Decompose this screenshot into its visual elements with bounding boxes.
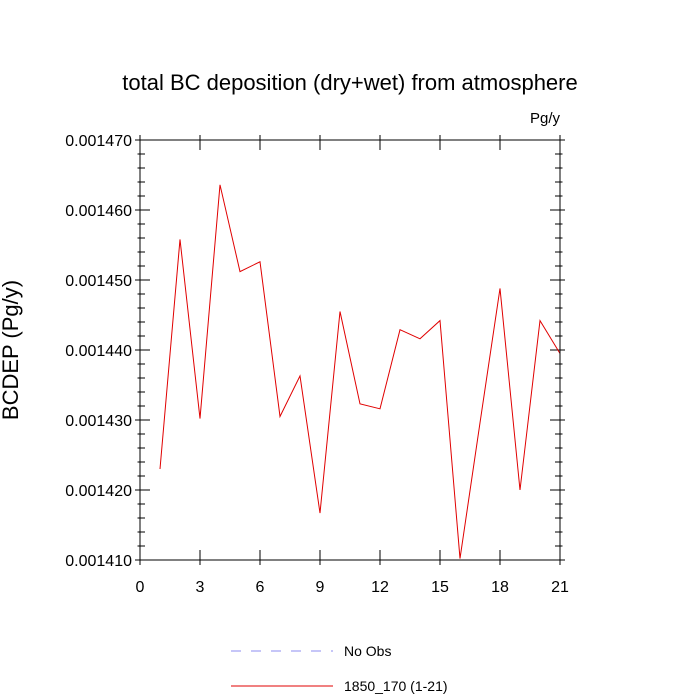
x-tick-label: 18 xyxy=(491,579,509,596)
series-line xyxy=(159,184,561,559)
y-tick-label: 0.001420 xyxy=(65,483,132,500)
axis-ticks xyxy=(135,135,565,565)
plot-frame xyxy=(139,139,561,561)
y-tick-label: 0.001470 xyxy=(65,133,132,150)
y-tick-label: 0.001430 xyxy=(65,413,132,430)
y-tick-label: 0.001460 xyxy=(65,203,132,220)
units-label: Pg/y xyxy=(530,110,561,127)
y-tick-label: 0.001410 xyxy=(65,553,132,570)
x-tick-label: 0 xyxy=(136,579,145,596)
x-tick-label: 21 xyxy=(551,579,569,596)
x-tick-label: 6 xyxy=(256,579,265,596)
x-tick-label: 3 xyxy=(196,579,205,596)
chart-title: total BC deposition (dry+wet) from atmos… xyxy=(122,70,577,95)
y-tick-label: 0.001440 xyxy=(65,343,132,360)
series-lines xyxy=(159,184,561,559)
x-tick-label: 15 xyxy=(431,579,449,596)
x-tick-labels: 0 3 6 9 12 15 18 21 xyxy=(136,579,569,596)
legend-label: 1850_170 (1-21) xyxy=(344,678,448,694)
y-tick-labels: 0.001410 0.001420 0.001430 0.001440 0.001450… xyxy=(65,133,132,570)
x-tick-label: 9 xyxy=(316,579,325,596)
y-tick-label: 0.001450 xyxy=(65,273,132,290)
x-tick-label: 12 xyxy=(371,579,389,596)
legend-label: No Obs xyxy=(344,643,391,659)
legend: No Obs 1850_170 (1-21) xyxy=(231,643,448,694)
y-axis-label: BCDEP (Pg/y) xyxy=(0,280,23,420)
